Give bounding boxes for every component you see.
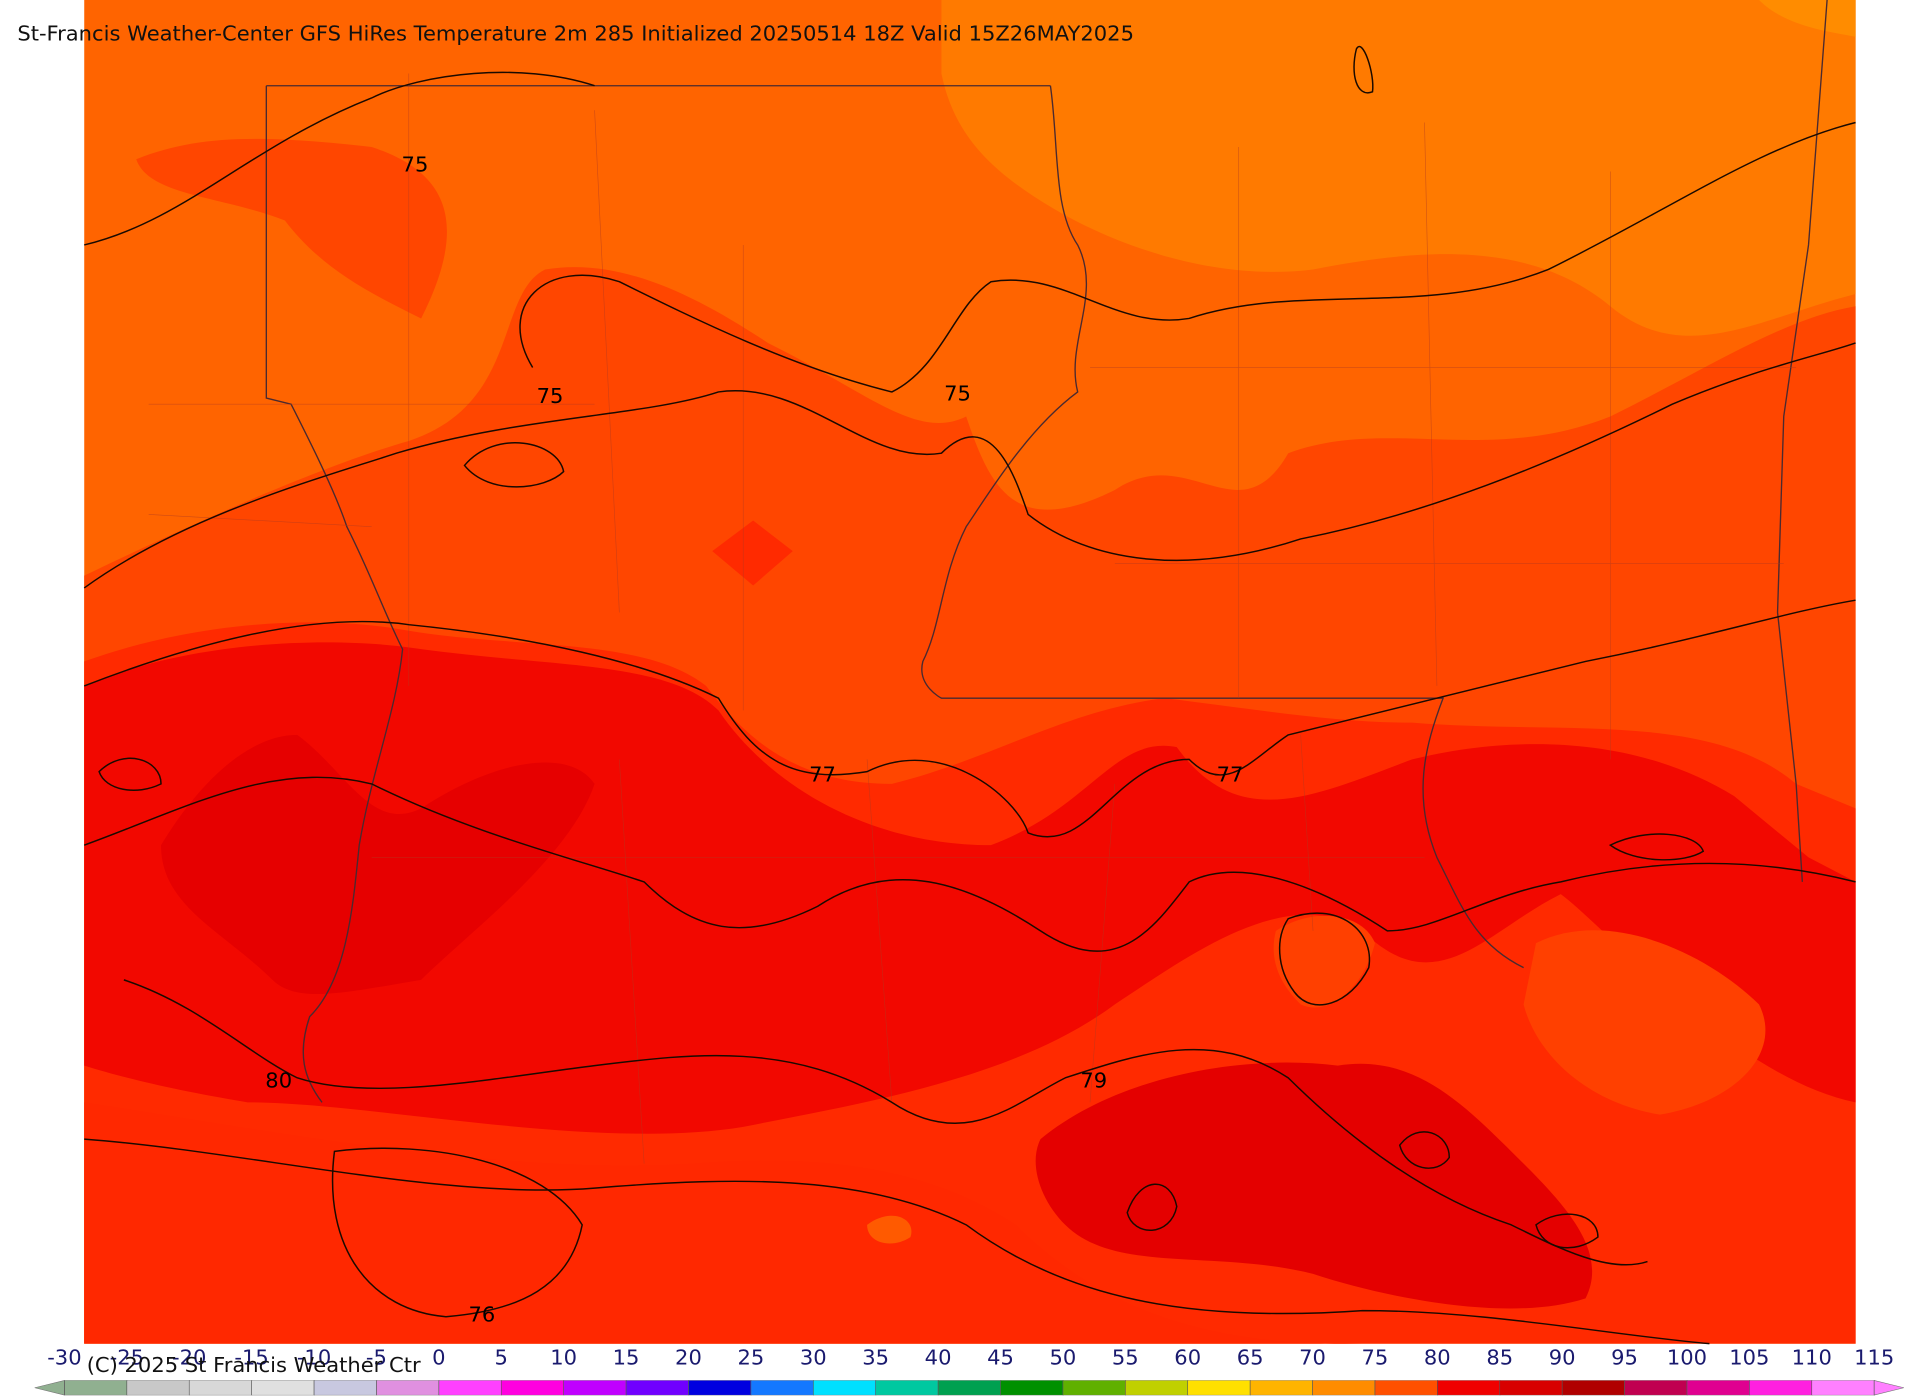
colorbar-swatch bbox=[1749, 1380, 1813, 1396]
colorbar-swatch bbox=[813, 1380, 877, 1396]
contour-label: 76 bbox=[468, 1303, 495, 1327]
map-field bbox=[84, 0, 1856, 1344]
colorbar-swatch bbox=[1811, 1380, 1875, 1396]
colorbar-swatch bbox=[126, 1380, 191, 1396]
colorbar-tick-label: 0 bbox=[432, 1346, 445, 1370]
colorbar-swatch bbox=[563, 1380, 627, 1396]
colorbar-tick-label: 25 bbox=[737, 1346, 764, 1370]
colorbar-tick-label: 95 bbox=[1611, 1346, 1638, 1370]
colorbar-swatch bbox=[1686, 1380, 1751, 1396]
state-borders bbox=[148, 0, 1828, 1164]
contour-label: 75 bbox=[944, 381, 971, 405]
colorbar-swatch bbox=[750, 1380, 815, 1396]
colorbar-tick-label: 15 bbox=[613, 1346, 640, 1370]
colorbar-tick-label: -20 bbox=[172, 1346, 206, 1370]
colorbar-tick-label: -15 bbox=[234, 1346, 268, 1370]
colorbar-swatch bbox=[501, 1380, 565, 1396]
colorbar-swatch bbox=[1062, 1380, 1127, 1396]
colorbar-tick-label: 35 bbox=[862, 1346, 889, 1370]
colorbar-swatch bbox=[1374, 1380, 1439, 1396]
colorbar-swatch bbox=[625, 1380, 690, 1396]
contour-label: 80 bbox=[265, 1069, 292, 1093]
colorbar-tick-label: 60 bbox=[1174, 1346, 1201, 1370]
isotherms bbox=[83, 45, 1856, 1345]
colorbar-tick-label: 110 bbox=[1792, 1346, 1832, 1370]
colorbar-tick-label: 75 bbox=[1362, 1346, 1389, 1370]
colorbar-swatch bbox=[189, 1380, 253, 1396]
colorbar-swatch bbox=[1499, 1380, 1563, 1396]
colorbar-tick-label: 40 bbox=[925, 1346, 952, 1370]
colorbar-tick-label: 70 bbox=[1299, 1346, 1326, 1370]
colorbar-tick-label: -25 bbox=[110, 1346, 144, 1370]
colorbar-tick-label: 65 bbox=[1237, 1346, 1264, 1370]
contour-labels: 75 75 75 77 77 80 79 76 bbox=[265, 152, 1243, 1326]
colorbar-swatch bbox=[1624, 1380, 1688, 1396]
colorbar-swatch bbox=[1312, 1380, 1376, 1396]
colorbar-swatch bbox=[313, 1380, 378, 1396]
colorbar-tick-label: 90 bbox=[1549, 1346, 1576, 1370]
colorbar-swatch bbox=[438, 1380, 503, 1396]
colorbar-swatch bbox=[937, 1380, 1002, 1396]
colorbar-swatch bbox=[64, 1380, 128, 1396]
colorbar-swatch bbox=[1249, 1380, 1314, 1396]
colorbar-tick-label: 80 bbox=[1424, 1346, 1451, 1370]
contour-label: 79 bbox=[1080, 1069, 1107, 1093]
colorbar-arrow-right bbox=[1873, 1380, 1904, 1396]
colorbar-swatch bbox=[1000, 1380, 1064, 1396]
colorbar-tick-label: 10 bbox=[550, 1346, 577, 1370]
colorbar-swatch bbox=[688, 1380, 752, 1396]
contour-label: 77 bbox=[809, 762, 836, 786]
colorbar-tick-label: 105 bbox=[1729, 1346, 1769, 1370]
colorbar-swatch bbox=[1561, 1380, 1626, 1396]
copyright: (C) 2025 St Francis Weather Ctr bbox=[87, 1353, 421, 1377]
contour-label: 75 bbox=[537, 384, 564, 408]
colorbar-tick-label: 115 bbox=[1854, 1346, 1894, 1370]
colorbar-swatch bbox=[875, 1380, 939, 1396]
colorbar-swatch bbox=[1187, 1380, 1251, 1396]
colorbar-tick-label: 30 bbox=[800, 1346, 827, 1370]
colorbar-tick-label: 45 bbox=[987, 1346, 1014, 1370]
colorbar-swatch bbox=[1125, 1380, 1189, 1396]
colorbar-swatch bbox=[376, 1380, 440, 1396]
colorbar-tick-label: 50 bbox=[1049, 1346, 1076, 1370]
contour-label: 75 bbox=[402, 152, 429, 176]
contour-label: 77 bbox=[1217, 762, 1244, 786]
colorbar-swatch bbox=[1437, 1380, 1501, 1396]
colorbar-swatch bbox=[251, 1380, 315, 1396]
colorbar-arrow-left bbox=[34, 1380, 65, 1396]
colorbar-tick-label: -30 bbox=[47, 1346, 81, 1370]
colorbar-tick-label: 20 bbox=[675, 1346, 702, 1370]
colorbar-tick-label: -5 bbox=[366, 1346, 387, 1370]
colorbar-tick-label: 55 bbox=[1112, 1346, 1139, 1370]
map-title: St-Francis Weather-Center GFS HiRes Temp… bbox=[17, 22, 1134, 46]
colorbar-tick-label: 85 bbox=[1486, 1346, 1513, 1370]
colorbar-tick-label: 100 bbox=[1667, 1346, 1707, 1370]
colorbar-tick-label: 5 bbox=[495, 1346, 508, 1370]
colorbar: -30 -25 -20 -15 -10 -5 0 5 10 15 20 25 30 35 40 45 50 55 6… bbox=[34, 1346, 1904, 1396]
colorbar-tick-label: -10 bbox=[297, 1346, 331, 1370]
